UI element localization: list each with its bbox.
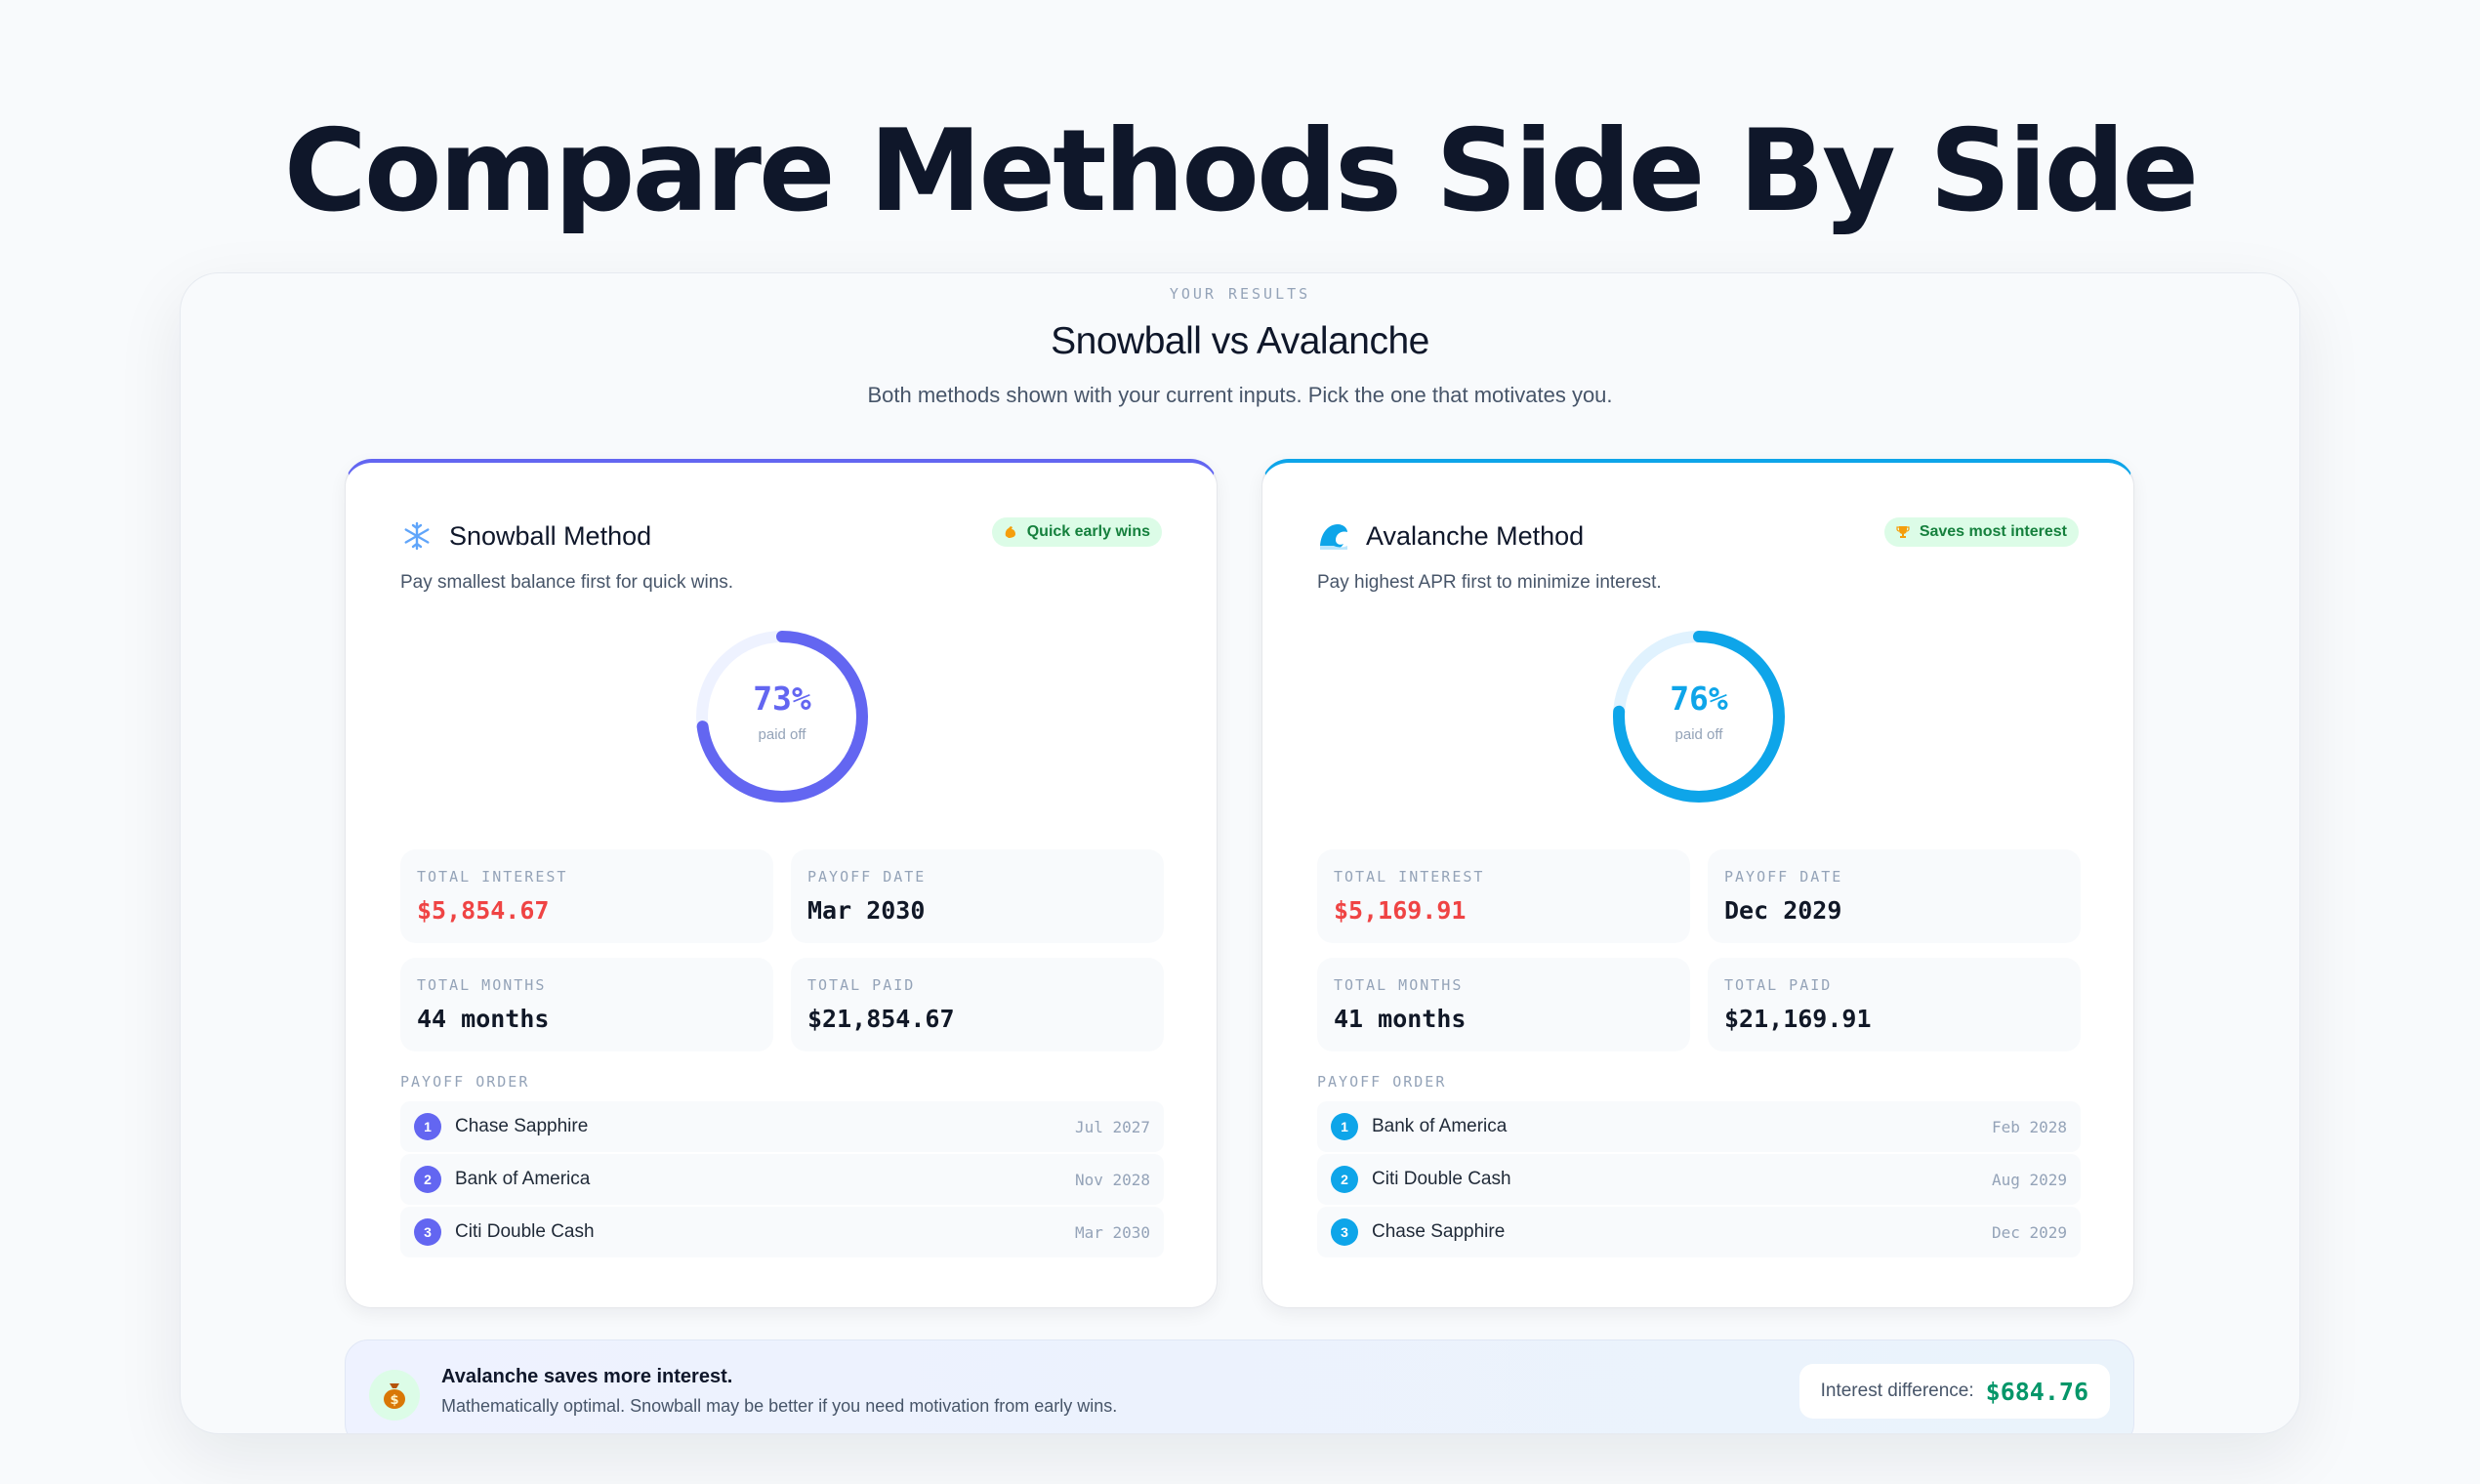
flexed-arm-icon <box>1002 523 1019 541</box>
order-number: 2 <box>414 1166 441 1193</box>
avalanche-badge-label: Saves most interest <box>1919 523 2067 540</box>
order-date: Aug 2029 <box>1991 1170 2067 1189</box>
stat-value: $5,169.91 <box>1334 896 1467 925</box>
stat-label: TOTAL MONTHS <box>1334 976 1464 994</box>
stat-value: Dec 2029 <box>1724 896 1842 925</box>
order-date: Feb 2028 <box>1991 1117 2067 1136</box>
order-name: Chase Sapphire <box>1372 1221 1506 1242</box>
stat-value: 41 months <box>1334 1005 1467 1033</box>
list-item: 3 Citi Double Cash Mar 2030 <box>400 1207 1164 1257</box>
order-name: Bank of America <box>1372 1116 1508 1136</box>
avalanche-order-list: 1 Bank of America Feb 2028 2 Citi Double… <box>1317 1101 2081 1259</box>
order-number: 3 <box>1331 1218 1358 1246</box>
snowball-order-list: 1 Chase Sapphire Jul 2027 2 Bank of Amer… <box>400 1101 1164 1259</box>
snowball-stat-payoff-date: PAYOFF DATE Mar 2030 <box>791 849 1164 943</box>
list-item: 1 Chase Sapphire Jul 2027 <box>400 1101 1164 1152</box>
stat-value: 44 months <box>417 1005 550 1033</box>
snowball-description: Pay smallest balance first for quick win… <box>400 572 734 593</box>
list-item: 2 Citi Double Cash Aug 2029 <box>1317 1154 2081 1205</box>
interest-difference-value: $684.76 <box>1985 1377 2088 1406</box>
order-date: Dec 2029 <box>1991 1222 2067 1242</box>
snowball-stat-total-months: TOTAL MONTHS 44 months <box>400 958 773 1051</box>
snowball-percent-label: paid off <box>758 726 806 743</box>
avalanche-badge: Saves most interest <box>1883 517 2079 547</box>
avalanche-stat-total-months: TOTAL MONTHS 41 months <box>1317 958 1690 1051</box>
snowball-card: Snowball Method Quick early wins Pay sma… <box>345 459 1218 1308</box>
avalanche-title: Avalanche Method <box>1366 520 1585 551</box>
stat-label: TOTAL MONTHS <box>417 976 547 994</box>
avalanche-order-label: PAYOFF ORDER <box>1317 1073 1447 1091</box>
stat-value: Mar 2030 <box>807 896 926 925</box>
list-item: 1 Bank of America Feb 2028 <box>1317 1101 2081 1152</box>
order-date: Jul 2027 <box>1074 1117 1150 1136</box>
stat-label: TOTAL PAID <box>807 976 916 994</box>
order-name: Citi Double Cash <box>1372 1169 1511 1189</box>
results-subtitle: Both methods shown with your current inp… <box>867 383 1613 407</box>
snowball-stat-total-interest: TOTAL INTEREST $5,854.67 <box>400 849 773 943</box>
snowball-badge: Quick early wins <box>991 517 1162 547</box>
results-panel: YOUR RESULTS Snowball vs Avalanche Both … <box>180 272 2300 1434</box>
order-number: 3 <box>414 1218 441 1246</box>
stat-label: TOTAL PAID <box>1724 976 1833 994</box>
stat-label: TOTAL INTEREST <box>417 868 568 886</box>
order-number: 1 <box>1331 1113 1358 1140</box>
summary-text: Mathematically optimal. Snowball may be … <box>441 1396 1118 1416</box>
results-eyebrow: YOUR RESULTS <box>1169 285 1311 303</box>
stat-label: PAYOFF DATE <box>1724 868 1843 886</box>
snowball-title: Snowball Method <box>449 520 652 551</box>
snowball-header: Snowball Method <box>400 519 651 553</box>
list-item: 2 Bank of America Nov 2028 <box>400 1154 1164 1205</box>
stat-value: $21,169.91 <box>1724 1005 1872 1033</box>
order-number: 2 <box>1331 1166 1358 1193</box>
avalanche-progress-ring: 76% paid off <box>1611 629 1787 804</box>
stat-value: $21,854.67 <box>807 1005 955 1033</box>
interest-difference: Interest difference: $684.76 <box>1798 1364 2110 1419</box>
avalanche-header: Avalanche Method <box>1317 519 1584 553</box>
order-name: Bank of America <box>455 1169 591 1189</box>
avalanche-description: Pay highest APR first to minimize intere… <box>1317 572 1662 593</box>
page-headline: Compare Methods Side By Side <box>283 105 2199 237</box>
order-date: Mar 2030 <box>1074 1222 1150 1242</box>
avalanche-stat-total-interest: TOTAL INTEREST $5,169.91 <box>1317 849 1690 943</box>
snowball-stat-total-paid: TOTAL PAID $21,854.67 <box>791 958 1164 1051</box>
snowball-progress-ring: 73% paid off <box>694 629 870 804</box>
snowball-percent: 73% <box>753 680 811 718</box>
interest-difference-label: Interest difference: <box>1820 1381 1974 1401</box>
avalanche-percent: 76% <box>1670 680 1728 718</box>
svg-text:$: $ <box>390 1393 398 1408</box>
order-name: Citi Double Cash <box>455 1221 595 1242</box>
stat-label: PAYOFF DATE <box>807 868 927 886</box>
snowflake-icon <box>400 519 434 553</box>
summary-title: Avalanche saves more interest. <box>441 1366 733 1387</box>
wave-icon <box>1317 519 1350 553</box>
list-item: 3 Chase Sapphire Dec 2029 <box>1317 1207 2081 1257</box>
avalanche-stat-payoff-date: PAYOFF DATE Dec 2029 <box>1708 849 2081 943</box>
order-name: Chase Sapphire <box>455 1116 589 1136</box>
summary-banner: $ Avalanche saves more interest. Mathema… <box>345 1340 2134 1433</box>
order-date: Nov 2028 <box>1074 1170 1150 1189</box>
trophy-icon <box>1894 523 1912 541</box>
snowball-badge-label: Quick early wins <box>1026 523 1150 540</box>
money-bag-icon: $ <box>369 1370 420 1421</box>
avalanche-card: Avalanche Method Saves most interest Pay… <box>1261 459 2134 1308</box>
order-number: 1 <box>414 1113 441 1140</box>
results-title: Snowball vs Avalanche <box>1051 320 1429 362</box>
stat-label: TOTAL INTEREST <box>1334 868 1485 886</box>
snowball-order-label: PAYOFF ORDER <box>400 1073 530 1091</box>
avalanche-percent-label: paid off <box>1674 726 1723 743</box>
avalanche-stat-total-paid: TOTAL PAID $21,169.91 <box>1708 958 2081 1051</box>
stat-value: $5,854.67 <box>417 896 550 925</box>
